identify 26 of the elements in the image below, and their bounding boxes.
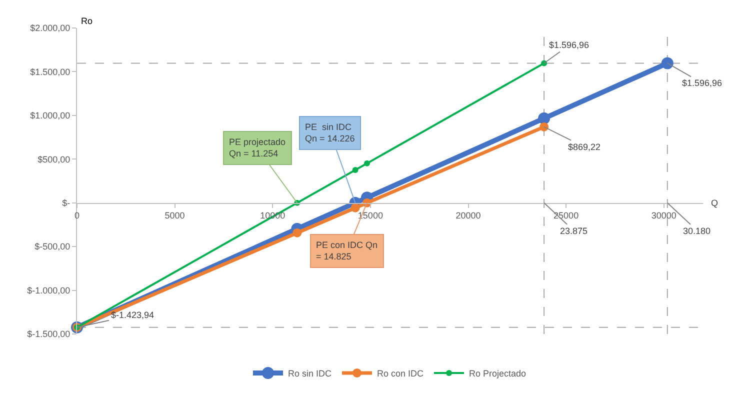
- legend-label: Ro Projectado: [469, 368, 526, 378]
- y-tick-label: $-500,00: [34, 242, 70, 252]
- legend-label: Ro sin IDC: [288, 368, 332, 378]
- y-tick-label: $500,00: [38, 154, 70, 164]
- y-tick-label: $1.000,00: [30, 110, 70, 121]
- y-axis-title: Ro: [81, 16, 93, 26]
- x-tick-label: 30000: [651, 210, 676, 221]
- annotation: PE projectado Qn = 11.254: [229, 137, 286, 159]
- annotation: $1.596,96: [549, 40, 590, 50]
- x-tick-label: 5000: [164, 210, 185, 221]
- annotation: 23.875: [560, 226, 588, 236]
- annotation: PE sin IDC Qn = 14.226: [305, 122, 355, 144]
- annotation: $-1.423,94: [111, 310, 154, 320]
- x-axis-title: Q: [711, 198, 718, 208]
- annotation: $869,22: [568, 142, 601, 152]
- legend-label: Ro con IDC: [377, 368, 424, 378]
- y-tick-label: $1.500,00: [30, 66, 70, 77]
- y-tick-label: $-1.500,00: [27, 329, 70, 340]
- x-tick-label: 20000: [456, 210, 481, 221]
- annotation: PE con IDC Qn = 14.825: [316, 240, 378, 262]
- annotation: 30.180: [683, 226, 711, 236]
- x-tick-label: 0: [74, 210, 80, 221]
- y-tick-label: $-1.000,00: [27, 285, 70, 296]
- y-tick-label: $2.000,00: [30, 23, 70, 34]
- y-tick-label: $-: [62, 198, 70, 208]
- annotation: $1.596,96: [682, 78, 722, 88]
